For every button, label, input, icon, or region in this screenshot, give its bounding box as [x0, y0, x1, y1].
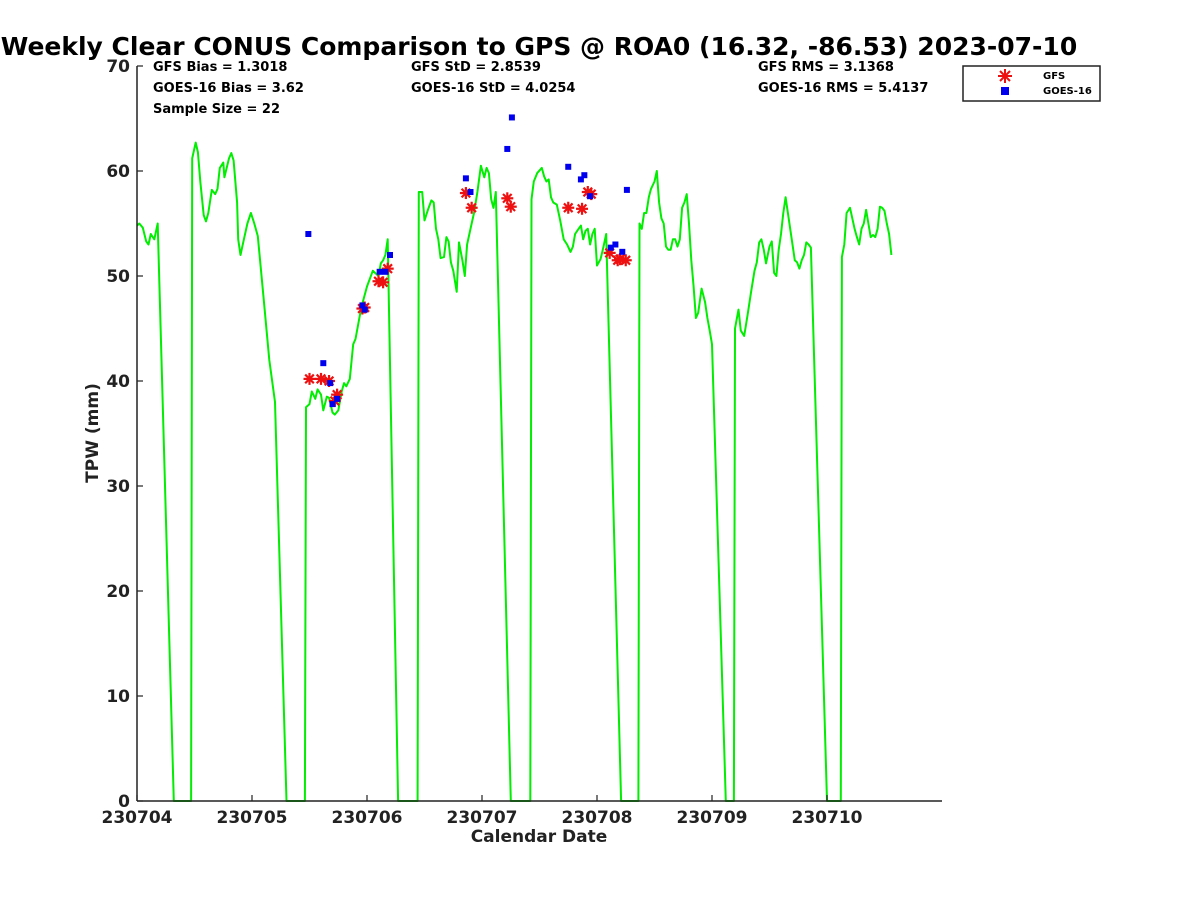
legend-goes16-label: GOES-16	[1043, 86, 1092, 97]
goes16-series	[305, 114, 630, 408]
x-tick-label: 230705	[217, 808, 288, 828]
gfs-bias-text: GFS Bias = 1.3018	[153, 60, 287, 75]
goes16-point	[382, 268, 389, 275]
goes16-point	[565, 163, 572, 170]
gfs-point	[562, 201, 575, 214]
goes16-bias-text: GOES-16 Bias = 3.62	[153, 81, 304, 96]
x-tick-label: 230709	[677, 808, 748, 828]
goes16-point	[612, 241, 619, 248]
goes16-point	[508, 114, 515, 121]
x-tick-label: 230708	[562, 808, 633, 828]
legend-goes16-marker	[1001, 87, 1009, 95]
goes16-point	[305, 231, 312, 237]
goes16-point	[361, 306, 368, 313]
gfs-point	[377, 276, 390, 289]
y-tick-label: 40	[106, 372, 130, 392]
goes16-std-text: GOES-16 StD = 4.0254	[411, 81, 575, 96]
goes16-point	[327, 380, 334, 387]
plot-area	[136, 114, 893, 802]
x-axis-label: Calendar Date	[471, 827, 608, 847]
stats-annotations: GFS Bias = 1.3018 GOES-16 Bias = 3.62 Sa…	[153, 60, 928, 117]
y-axis-label: TPW (mm)	[83, 383, 103, 483]
axes: 0 10 20 30 40 50 60 70 230704 230705 230706 230707…	[102, 57, 942, 828]
y-ticks: 0 10 20 30 40 50 60 70	[106, 57, 143, 812]
goes16-point	[387, 252, 393, 258]
x-tick-label: 230706	[332, 808, 403, 828]
goes16-point	[334, 395, 341, 402]
x-tick-label: 230707	[447, 808, 518, 828]
chart-title: Weekly Clear CONUS Comparison to GPS @ R…	[1, 32, 1077, 61]
legend: GFS GOES-16	[962, 65, 1101, 102]
y-tick-label: 10	[106, 687, 130, 707]
goes16-point	[581, 172, 588, 179]
gps-series	[136, 141, 893, 802]
goes16-point	[619, 248, 626, 255]
x-ticks: 230704 230705 230706 230707 230708 230709 2307…	[102, 795, 863, 828]
y-tick-label: 30	[106, 477, 130, 497]
goes16-point	[577, 176, 584, 183]
x-tick-label: 230704	[102, 808, 173, 828]
legend-gfs-label: GFS	[1043, 71, 1065, 82]
goes16-point	[376, 268, 383, 275]
sample-size-text: Sample Size = 22	[153, 102, 280, 117]
gfs-point	[504, 200, 517, 213]
gfs-std-text: GFS StD = 2.8539	[411, 60, 541, 75]
y-tick-label: 50	[106, 267, 130, 287]
legend-box	[962, 65, 1101, 102]
gfs-point	[619, 254, 632, 267]
y-tick-label: 0	[118, 792, 130, 812]
gfs-point	[315, 372, 327, 385]
goes16-rms-text: GOES-16 RMS = 5.4137	[758, 81, 928, 96]
gfs-point	[465, 201, 478, 214]
goes16-point	[587, 193, 594, 200]
goes16-point	[504, 145, 511, 152]
goes16-point	[623, 186, 630, 193]
goes16-point	[359, 302, 366, 309]
gfs-point	[576, 202, 589, 215]
gfs-rms-text: GFS RMS = 3.1368	[758, 60, 894, 75]
goes16-point	[467, 189, 474, 195]
goes16-point	[320, 360, 327, 367]
goes16-point	[329, 401, 336, 408]
legend-gfs-marker	[998, 69, 1012, 83]
y-tick-label: 20	[106, 582, 130, 602]
gfs-point	[303, 372, 316, 385]
goes16-point	[607, 244, 614, 251]
gps-line	[136, 141, 893, 802]
y-tick-label: 60	[106, 162, 130, 182]
y-tick-label: 70	[106, 57, 130, 77]
goes16-point	[462, 175, 469, 182]
x-tick-label: 230710	[792, 808, 863, 828]
